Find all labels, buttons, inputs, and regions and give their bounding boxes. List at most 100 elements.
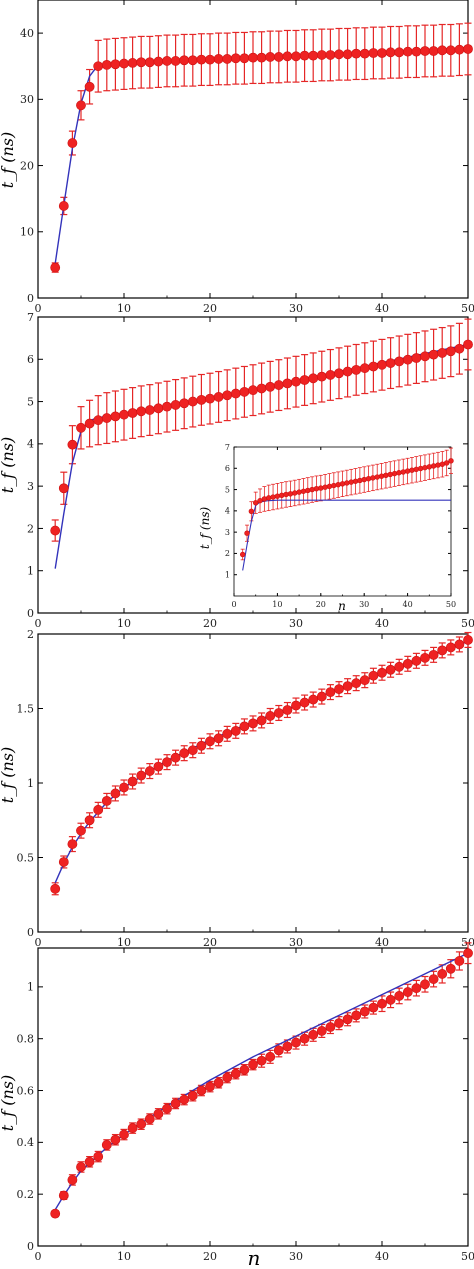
panel-c-data-point	[153, 761, 164, 772]
panel-d-data-point	[170, 1098, 181, 1109]
inset-data-point	[287, 491, 294, 497]
inset-data-point	[283, 491, 289, 498]
inset-data-point	[253, 500, 259, 506]
panel-c-data-point	[342, 681, 353, 692]
inset-data-point	[361, 476, 367, 483]
panel-d-data-point	[153, 1108, 164, 1119]
panel-d-data-point	[402, 987, 413, 997]
panel-b-x-tick-label: 30	[289, 617, 303, 630]
panel-d-x-tick-label: 30	[289, 1250, 303, 1263]
panel-a-data-point	[299, 50, 310, 61]
panel-c-data-point	[67, 839, 78, 849]
panel-d-data-point	[230, 1068, 241, 1079]
panel-b-data-point	[196, 394, 207, 405]
panel-c-data-point	[119, 782, 129, 793]
inset-x-tick-label: 40	[403, 600, 413, 609]
panel-b-data-point	[213, 392, 224, 402]
panel-a-data-point	[334, 49, 344, 60]
panel-b-y-tick-label: 7	[27, 311, 34, 324]
panel-a-data-point	[179, 55, 190, 66]
panel-d-data-point	[325, 1022, 336, 1032]
panel-b-data-point	[273, 380, 284, 390]
panel-b-data-point	[58, 483, 69, 494]
panel-b-data-point	[402, 354, 413, 365]
inset-y-tick-label: 2	[225, 549, 230, 558]
panel-c-data-point	[76, 825, 86, 836]
panel-a-data-point	[273, 52, 284, 62]
panel-b-y-tick-label: 0	[27, 607, 34, 620]
panel-c-data-point	[205, 736, 215, 747]
inset-data-point	[391, 470, 398, 477]
panel-a-data-point	[162, 56, 172, 66]
panel-d-data-point	[50, 1208, 61, 1219]
inset-x-tick-label: 20	[316, 600, 326, 609]
panel-a-data-point	[342, 49, 353, 60]
panel-c-fit-line	[54, 640, 469, 884]
panel-c-data-point	[170, 752, 181, 763]
panel-a-data-point	[110, 59, 121, 70]
panel-c-data-point	[256, 715, 267, 726]
panel-c-data-point	[196, 740, 207, 751]
panel-a-data-point	[84, 81, 95, 92]
inset-data-point	[322, 484, 328, 490]
panel-b-data-point	[428, 349, 439, 360]
panel-a-x-tick-label: 50	[461, 302, 474, 315]
inset-data-point	[318, 485, 324, 491]
panel-d-y-tick-label: 0.8	[17, 1033, 35, 1046]
panel-b-data-point	[50, 525, 61, 536]
panel-b-data-point	[299, 375, 310, 385]
inset-y-tick-label: 4	[225, 507, 230, 516]
panel-a-x-tick-label: 20	[203, 302, 217, 315]
inset-data-point	[266, 495, 272, 501]
panel-a-data-point	[428, 46, 439, 56]
panel-d-data-point	[256, 1055, 267, 1066]
inset-data-point	[352, 478, 359, 484]
panel-b-x-tick-label: 20	[203, 617, 217, 630]
panel-d-y-tick-label: 0.2	[17, 1188, 35, 1201]
panel-c-y-tick-label: 2	[27, 628, 34, 641]
inset-y-tick-label: 7	[225, 443, 230, 452]
panel-d-y-tick-label: 0.4	[17, 1136, 35, 1149]
panel-b-data-point	[351, 364, 362, 375]
panel-c-data-point	[454, 639, 465, 650]
panel-d-data-point	[359, 1006, 370, 1017]
panel-c-data-point	[316, 691, 327, 702]
panel-d-y-tick-label: 0	[27, 1240, 34, 1253]
inset-data-point	[274, 493, 281, 499]
panel-c-y-tick-label: 0	[27, 926, 34, 939]
panel-c-data-point	[420, 652, 430, 663]
panel-a-data-point	[265, 52, 276, 62]
panel-a-data-point	[127, 58, 138, 68]
panel-b-data-point	[445, 346, 456, 357]
panel-c-data-point	[291, 700, 301, 711]
inset-data-point	[248, 508, 255, 514]
panel-c-data-point	[299, 697, 310, 708]
panel-a-data-point	[437, 45, 448, 56]
panel-c-data-point	[50, 883, 61, 894]
inset-data-point	[417, 465, 424, 472]
panel-a-data-point	[119, 58, 129, 69]
inset-data-point	[279, 492, 285, 499]
panel-c-data-point	[187, 745, 198, 756]
panel-d-data-point	[196, 1085, 207, 1096]
inset-data-point	[357, 477, 363, 484]
panel-c-data-point	[230, 725, 241, 736]
inset-data-point	[300, 488, 307, 494]
panel-c-x-tick-label: 10	[117, 936, 131, 949]
panel-d-data-point	[428, 974, 439, 984]
panel-d-data-point	[58, 1190, 69, 1201]
panel-b-data-point	[76, 422, 86, 433]
panel-a-data-point	[58, 201, 69, 211]
panel-d-data-point	[110, 1134, 121, 1145]
panel-a-data-point	[385, 47, 396, 58]
panel-c-data-point	[265, 711, 276, 721]
panel-a-data-point	[196, 54, 207, 65]
panel-d-x-tick-label: 50	[461, 1250, 474, 1263]
panel-d-data-point	[342, 1014, 353, 1025]
panel-d-data-point	[67, 1175, 78, 1185]
panel-c-data-point	[93, 804, 104, 815]
panel-d-x-tick-label: 10	[117, 1250, 131, 1263]
inset-data-point	[339, 481, 346, 487]
panel-b-y-tick-label: 2	[27, 522, 34, 535]
